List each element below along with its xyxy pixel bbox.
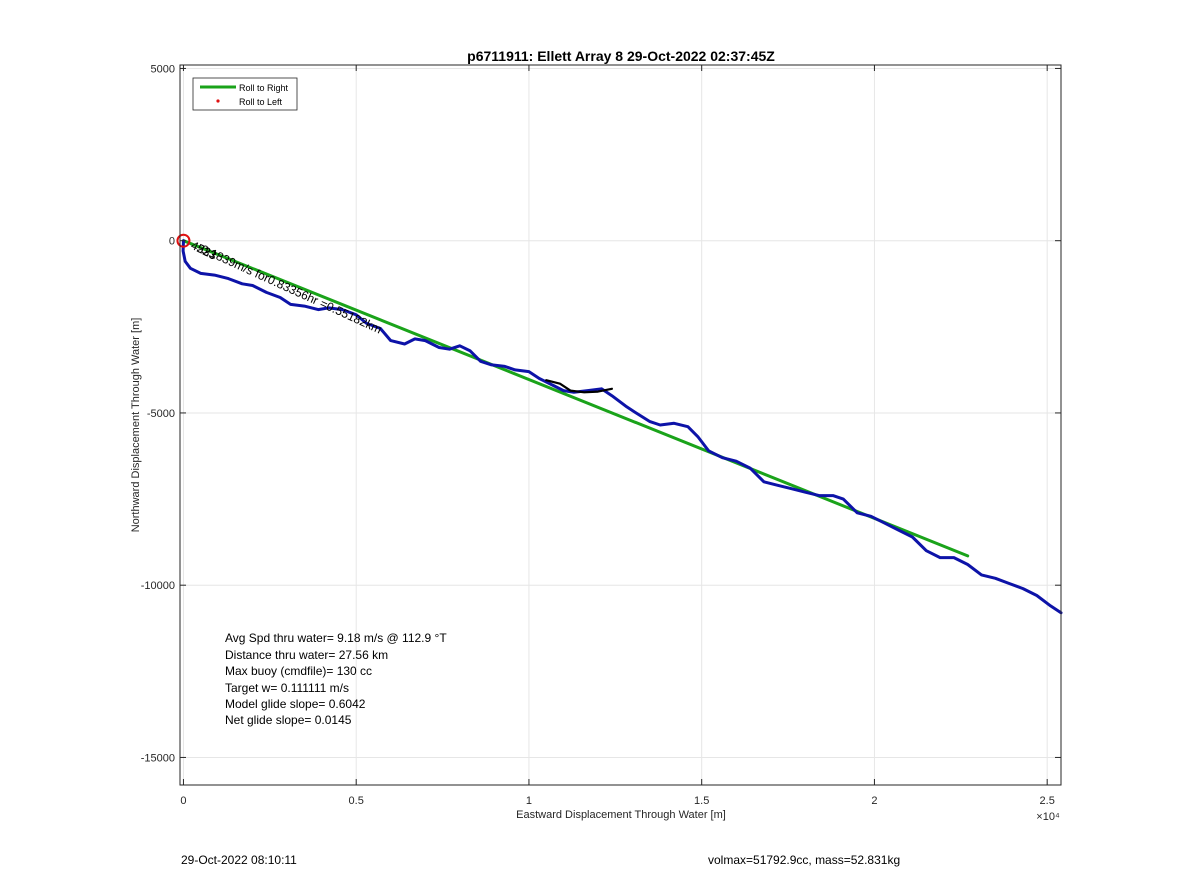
legend-label-roll-left: Roll to Left — [239, 97, 283, 107]
x-exponent-label: ×10⁴ — [1036, 811, 1060, 823]
y-tick-label: -5000 — [147, 408, 175, 420]
annotation-target-w: Target w= 0.111111 m/s — [225, 681, 349, 695]
annotation-model-glide: Model glide slope= 0.6042 — [225, 697, 366, 711]
chart-title: p6711911: Ellett Array 8 29-Oct-2022 02:… — [467, 48, 775, 64]
x-tick-label: 2 — [871, 795, 877, 807]
grid — [180, 65, 1061, 785]
x-tick-label: 1 — [526, 795, 532, 807]
stats-annotations: Avg Spd thru water= 9.18 m/s @ 112.9 °T … — [225, 631, 447, 727]
ticks: 0 0.5 1 1.5 2 2.5 5000 0 -5000 -10000 -15000 — [141, 63, 1061, 807]
y-tick-label: 0 — [169, 236, 175, 248]
y-axis-label: Northward Displacement Through Water [m] — [130, 318, 142, 533]
x-tick-label: 0.5 — [349, 795, 364, 807]
annotation-net-glide: Net glide slope= 0.0145 — [225, 713, 352, 727]
x-axis-label: Eastward Displacement Through Water [m] — [516, 809, 726, 821]
overlap-label: 22 — [195, 241, 213, 260]
y-tick-label: 5000 — [151, 63, 175, 75]
y-tick-label: -10000 — [141, 580, 175, 592]
series-track-line — [181, 239, 1063, 615]
footer-vol-mass: volmax=51792.9cc, mass=52.831kg — [708, 853, 900, 867]
axes-background — [180, 65, 1061, 785]
legend-swatch-roll-left — [216, 99, 220, 103]
series-segment-line — [545, 379, 614, 394]
x-tick-label: 2.5 — [1040, 795, 1055, 807]
annotation-distance: Distance thru water= 27.56 km — [225, 648, 388, 662]
annotation-max-buoy: Max buoy (cmdfile)= 130 cc — [225, 664, 372, 678]
start-marker — [176, 233, 191, 248]
y-tick-label: -15000 — [141, 752, 175, 764]
annotation-avg-speed: Avg Spd thru water= 9.18 m/s @ 112.9 °T — [225, 631, 447, 645]
series-roll-to-right-line — [182, 239, 970, 558]
x-tick-label: 1.5 — [694, 795, 709, 807]
overlap-label: 23 — [201, 244, 219, 263]
footer-timestamp: 29-Oct-2022 08:10:11 — [181, 853, 297, 867]
legend: Roll to Right Roll to Left — [192, 77, 298, 111]
legend-label-roll-right: Roll to Right — [239, 83, 289, 93]
legend-box — [192, 77, 298, 111]
axes-box — [179, 64, 1062, 786]
x-tick-label: 0 — [180, 795, 186, 807]
